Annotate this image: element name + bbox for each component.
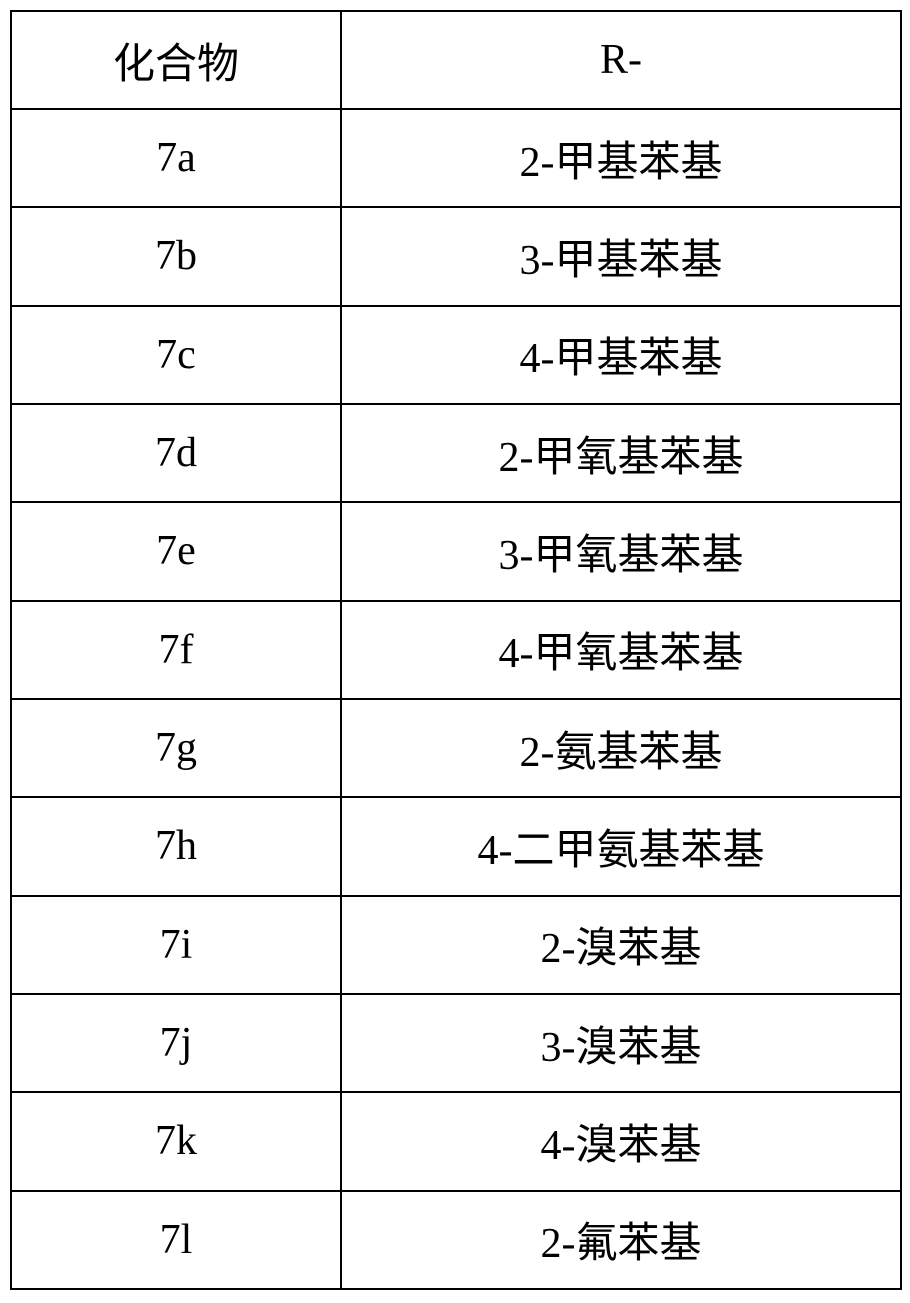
table-cell-rgroup: 2-溴苯基 (341, 896, 901, 994)
table-cell-rgroup: 3-甲基苯基 (341, 207, 901, 305)
table-row: 7g 2-氨基苯基 (11, 699, 901, 797)
table-cell-compound: 7h (11, 797, 341, 895)
table-cell-rgroup: 4-甲氧基苯基 (341, 601, 901, 699)
table-row: 7k 4-溴苯基 (11, 1092, 901, 1190)
table-row: 7a 2-甲基苯基 (11, 109, 901, 207)
table-cell-rgroup: 4-二甲氨基苯基 (341, 797, 901, 895)
table-cell-compound: 7a (11, 109, 341, 207)
table-cell-rgroup: 3-溴苯基 (341, 994, 901, 1092)
table-cell-rgroup: 2-氟苯基 (341, 1191, 901, 1289)
table-cell-compound: 7k (11, 1092, 341, 1190)
table-cell-compound: 7i (11, 896, 341, 994)
table-header-row: 化合物 R- (11, 11, 901, 109)
table-header-rgroup: R- (341, 11, 901, 109)
table-cell-compound: 7e (11, 502, 341, 600)
table-cell-rgroup: 4-甲基苯基 (341, 306, 901, 404)
table-cell-compound: 7d (11, 404, 341, 502)
table-cell-compound: 7c (11, 306, 341, 404)
table-cell-compound: 7b (11, 207, 341, 305)
table-cell-compound: 7j (11, 994, 341, 1092)
table-cell-rgroup: 2-甲氧基苯基 (341, 404, 901, 502)
table-cell-rgroup: 2-氨基苯基 (341, 699, 901, 797)
table-cell-compound: 7f (11, 601, 341, 699)
table-cell-rgroup: 3-甲氧基苯基 (341, 502, 901, 600)
table-cell-compound: 7l (11, 1191, 341, 1289)
table-row: 7c 4-甲基苯基 (11, 306, 901, 404)
table-row: 7i 2-溴苯基 (11, 896, 901, 994)
table-row: 7b 3-甲基苯基 (11, 207, 901, 305)
table-row: 7d 2-甲氧基苯基 (11, 404, 901, 502)
table-cell-compound: 7g (11, 699, 341, 797)
table-cell-rgroup: 2-甲基苯基 (341, 109, 901, 207)
table-row: 7l 2-氟苯基 (11, 1191, 901, 1289)
compound-table: 化合物 R- 7a 2-甲基苯基 7b 3-甲基苯基 7c 4-甲基苯基 7d … (10, 10, 902, 1290)
table-row: 7f 4-甲氧基苯基 (11, 601, 901, 699)
table-row: 7j 3-溴苯基 (11, 994, 901, 1092)
table-header-compound: 化合物 (11, 11, 341, 109)
table-row: 7h 4-二甲氨基苯基 (11, 797, 901, 895)
table-cell-rgroup: 4-溴苯基 (341, 1092, 901, 1190)
table-row: 7e 3-甲氧基苯基 (11, 502, 901, 600)
